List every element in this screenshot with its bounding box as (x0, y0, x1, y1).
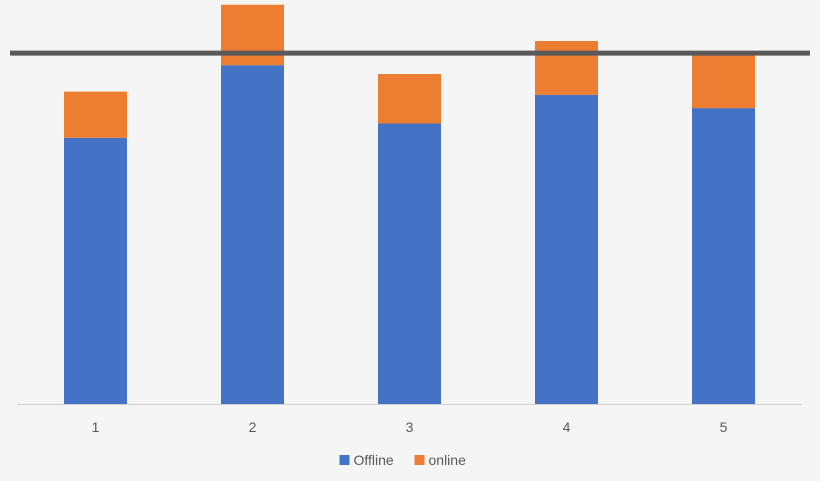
legend-label-online: online (429, 452, 467, 468)
bar-offline-5 (692, 108, 755, 404)
x-tick-label-1: 1 (92, 419, 100, 435)
bar-offline-4 (535, 94, 598, 405)
x-tick-label-3: 3 (406, 419, 414, 435)
bar-offline-2 (221, 65, 284, 404)
bar-online-2 (221, 4, 284, 66)
legend-label-offline: Offline (354, 452, 394, 468)
x-tick-label-4: 4 (563, 419, 571, 435)
legend-swatch-online (414, 455, 425, 465)
bar-online-1 (64, 91, 127, 138)
legend-swatch-offline (339, 455, 350, 465)
x-tick-label-2: 2 (249, 419, 257, 435)
x-tick-labels: 1 2 3 4 5 (92, 419, 728, 435)
bar-online-3 (378, 74, 441, 124)
bar-offline-3 (378, 123, 441, 404)
bar-online-5 (692, 55, 755, 109)
bars-group (64, 4, 755, 405)
x-tick-label-5: 5 (720, 419, 728, 435)
bar-online-4 (535, 41, 598, 95)
bar-offline-1 (64, 137, 127, 405)
legend: Offline online (339, 452, 467, 468)
